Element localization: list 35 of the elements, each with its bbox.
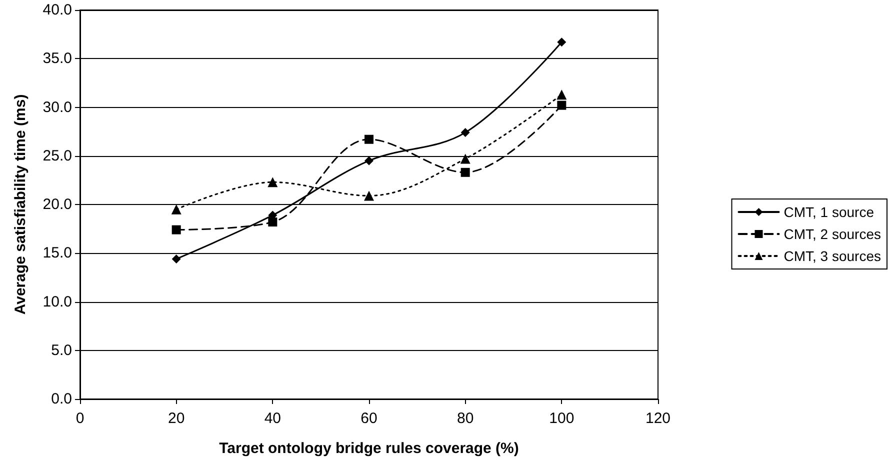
y-tick-label: 15.0 [42,244,72,262]
x-tick-label: 80 [456,410,474,427]
y-axis-title: Average satisfiability time (ms) [12,94,29,315]
point [460,168,470,177]
point [557,100,566,110]
y-tick-label: 10.0 [42,293,72,310]
legend-label: CMT, 3 sources [784,248,881,264]
point [364,156,374,166]
x-tick-label: 40 [264,410,282,427]
y-tick-label: 25.0 [42,147,72,164]
y-tick-label: 20.0 [42,196,72,213]
x-tick-label: 120 [645,410,671,427]
point [364,190,374,201]
point [171,204,182,214]
x-tick-label: 60 [360,410,378,427]
point [460,154,470,164]
legend-label: CMT, 1 source [784,204,874,220]
point [557,38,566,47]
point [364,134,374,144]
y-tick-label: 0.0 [51,390,72,408]
x-tick-label: 0 [76,410,84,427]
y-tick-label: 35.0 [42,50,72,68]
x-tick-label: 20 [168,410,185,427]
x-axis-title: Target ontology bridge rules coverage (%) [219,440,519,457]
point [172,254,181,264]
y-tick-label: 30.0 [42,98,72,116]
y-tick-label: 5.0 [51,342,72,359]
point [460,128,470,138]
point [556,90,567,100]
point [172,225,181,234]
legend-label: CMT, 2 sources [784,226,881,242]
point [268,218,278,227]
x-tick-label: 100 [549,410,574,427]
y-tick-label: 40.0 [42,2,72,18]
point [268,177,278,188]
